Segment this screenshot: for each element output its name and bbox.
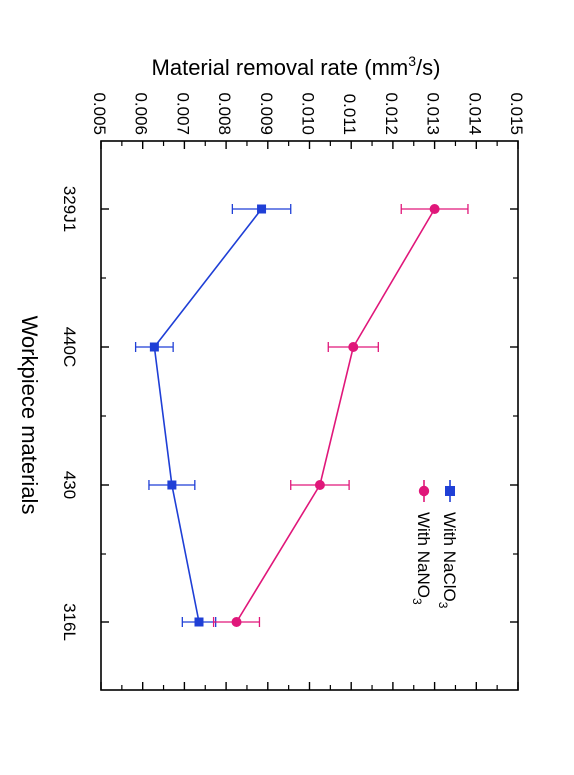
- category-tick-label: 440C: [60, 327, 79, 368]
- data-point-nano3: [348, 342, 359, 352]
- ticks-layer: 0.005 0.006 0.007 0.008 0.009 0.010 0.011 0.012…: [60, 92, 526, 690]
- value-tick-label: 0.010: [299, 92, 318, 135]
- data-point-nano3: [231, 617, 242, 627]
- value-tick-label: 0.007: [173, 92, 192, 135]
- value-tick-label: 0.015: [507, 92, 526, 135]
- value-tick-label: 0.005: [90, 92, 109, 135]
- data-point-nano3: [314, 480, 325, 490]
- legend-label-naclo3: With NaClO3: [436, 512, 459, 609]
- value-tick-label: 0.009: [257, 92, 276, 135]
- series-layer: [134, 204, 469, 627]
- category-tick-label: 430: [60, 471, 79, 499]
- legend: With NaClO3 With NaNO3: [410, 480, 459, 609]
- legend-entry-nano3: With NaNO3: [410, 480, 433, 605]
- series-line-nano3: [235, 208, 436, 623]
- data-point-naclo3: [167, 480, 177, 490]
- value-tick-label: 0.011: [340, 94, 359, 135]
- legend-marker-nano3: [418, 485, 430, 497]
- series-naclo3: [134, 204, 292, 627]
- value-tick-label: 0.008: [215, 92, 234, 135]
- data-point-nano3: [429, 204, 440, 214]
- series-line-naclo3: [153, 208, 263, 623]
- data-point-naclo3: [257, 204, 267, 214]
- value-tick-label: 0.012: [382, 92, 401, 135]
- series-nano3: [212, 204, 469, 627]
- data-point-naclo3: [194, 617, 204, 627]
- value-tick-label: 0.013: [424, 92, 443, 135]
- y-axis-label: Material removal rate (mm3/s): [152, 53, 441, 80]
- x-axis-label: Workpiece materials: [17, 316, 42, 515]
- data-point-naclo3: [149, 342, 159, 352]
- legend-label-nano3: With NaNO3: [410, 512, 433, 605]
- value-tick-label: 0.006: [132, 92, 151, 135]
- category-tick-label: 316L: [60, 603, 79, 641]
- category-tick-label: 329J1: [60, 186, 79, 232]
- value-tick-label: 0.014: [465, 92, 484, 135]
- legend-entry-naclo3: With NaClO3: [436, 480, 459, 609]
- legend-marker-naclo3: [445, 486, 455, 496]
